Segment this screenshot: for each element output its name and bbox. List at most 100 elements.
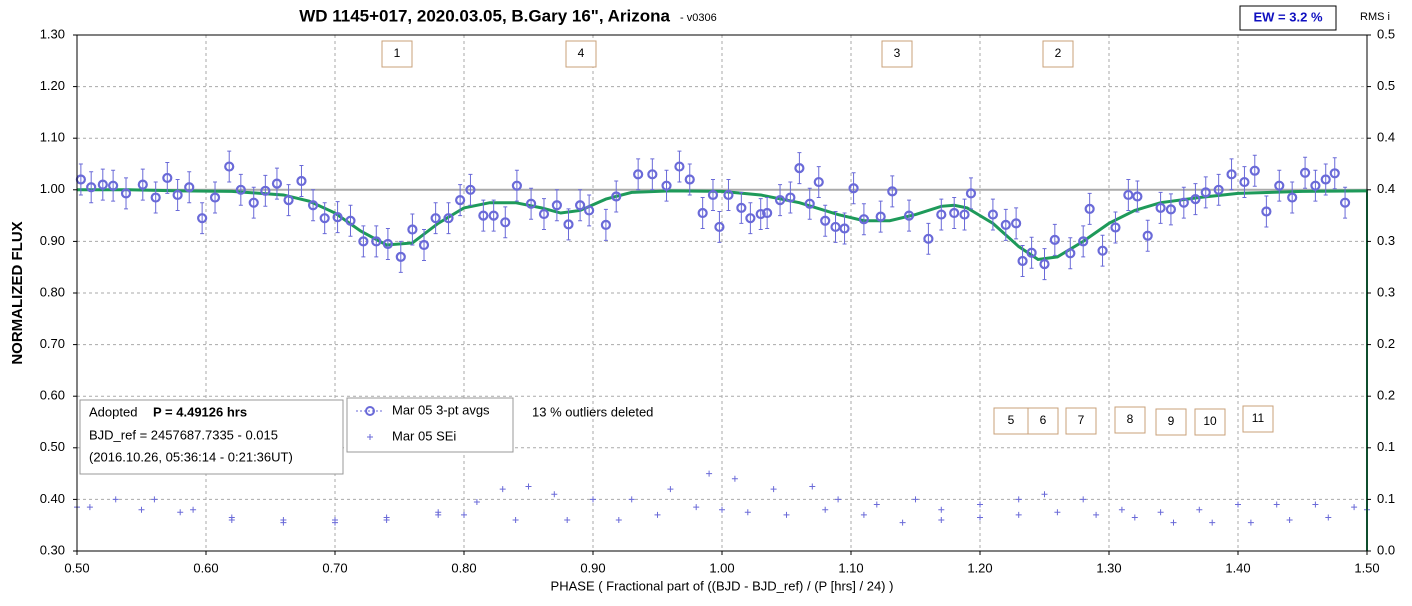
point (296, 175, 307, 187)
point (1339, 197, 1351, 208)
error-bar (700, 197, 705, 229)
point (1054, 509, 1061, 516)
error-bar (823, 204, 828, 237)
error-bar (1203, 176, 1208, 209)
annotation-box (1155, 408, 1187, 436)
error-bar (311, 189, 316, 222)
error-bar (1158, 191, 1163, 224)
point (654, 511, 661, 518)
error-bar (446, 202, 451, 235)
error-bar (788, 181, 793, 214)
error-bar (458, 184, 463, 217)
point (830, 221, 841, 233)
point (1155, 202, 1166, 213)
point (1097, 245, 1108, 256)
y2-tick-label: 0.2 (1377, 336, 1395, 351)
point (97, 179, 108, 190)
y-tick-label: 0.80 (40, 284, 65, 299)
error-bar (1014, 207, 1019, 240)
info-period: P = 4.49126 hrs (153, 404, 247, 419)
y-tick-label: 1.20 (40, 78, 65, 93)
point (959, 209, 970, 220)
point (848, 183, 859, 194)
error-bar (765, 197, 770, 229)
point (1142, 230, 1153, 241)
point (1310, 180, 1321, 191)
point (465, 184, 476, 195)
error-bar (433, 202, 438, 235)
x-tick-label: 1.40 (1225, 560, 1250, 575)
ew-label: EW = 3.2 % (1254, 9, 1323, 24)
y-axis-label: NORMALIZED FLUX (9, 221, 26, 364)
point (209, 192, 221, 203)
y-tick-label: 1.10 (40, 130, 65, 145)
error-bar (1042, 248, 1047, 281)
point (1123, 189, 1134, 201)
error-bar (1081, 225, 1086, 258)
point (744, 509, 751, 516)
point (551, 491, 558, 498)
error-bar (227, 150, 232, 183)
error-bar (361, 225, 366, 258)
error-bar (1168, 193, 1173, 226)
point (813, 176, 824, 188)
error-bar (1323, 163, 1328, 196)
ew-box (1239, 5, 1337, 31)
point (500, 217, 511, 228)
point (1249, 165, 1260, 176)
x-tick-label: 0.50 (64, 560, 89, 575)
error-bar (842, 212, 847, 245)
point (260, 185, 271, 196)
point (647, 169, 658, 180)
point (1170, 519, 1177, 526)
y-tick-label: 0.40 (40, 491, 65, 506)
point (1274, 180, 1285, 191)
error-bar (263, 174, 268, 207)
annotation-box (381, 40, 413, 68)
error-bar (726, 178, 731, 211)
point (899, 519, 906, 526)
point (488, 210, 499, 221)
annotation-box (1114, 406, 1146, 434)
point (1080, 496, 1087, 503)
point (307, 200, 319, 211)
point (248, 197, 259, 208)
point (1261, 206, 1272, 217)
error-bar (1029, 236, 1034, 269)
error-bar (664, 169, 669, 202)
y2-tick-label: 0.5 (1377, 26, 1395, 41)
point (1110, 222, 1121, 233)
y-tick-label: 0.90 (40, 233, 65, 248)
error-bar (251, 186, 256, 219)
chart-subtitle: - v0306 (680, 12, 717, 24)
annotation-label: 6 (1040, 413, 1047, 427)
point (283, 195, 294, 206)
point (525, 483, 532, 490)
point (804, 198, 815, 209)
legend-label: Mar 05 3-pt avgs (392, 402, 490, 417)
point (1273, 501, 1280, 508)
point (332, 519, 338, 526)
point (903, 210, 915, 221)
point (358, 236, 369, 247)
point (371, 236, 382, 247)
point (138, 506, 145, 513)
annotation-label: 8 (1127, 412, 1134, 426)
error-bar (410, 213, 415, 246)
point (785, 192, 796, 203)
error-bar (603, 208, 608, 241)
point (714, 221, 725, 233)
point (435, 511, 442, 518)
point (395, 251, 406, 262)
point (783, 511, 790, 518)
annotation-box (1194, 408, 1226, 436)
annotation-label: 11 (1252, 411, 1265, 425)
error-bar (650, 158, 655, 191)
point (611, 191, 622, 202)
point (86, 182, 97, 193)
y2-tick-label: 0.4 (1377, 130, 1395, 145)
legend-marker (367, 434, 373, 440)
error-bar (778, 184, 783, 217)
point (235, 184, 246, 195)
